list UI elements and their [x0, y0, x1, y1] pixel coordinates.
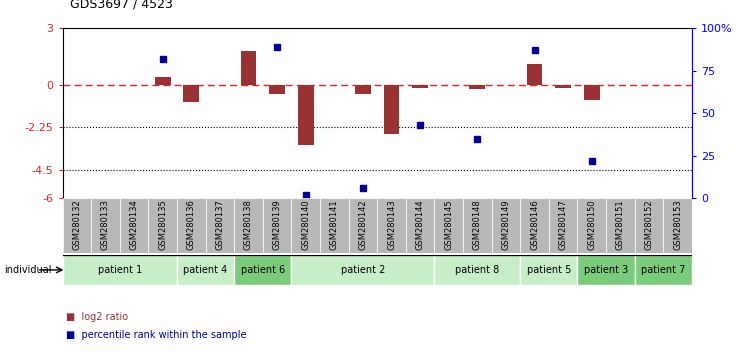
Text: patient 4: patient 4: [183, 265, 227, 275]
Bar: [578, 198, 606, 253]
Bar: [406, 198, 434, 253]
Bar: [263, 198, 291, 253]
Text: GSM280134: GSM280134: [130, 199, 138, 250]
Bar: [269, 85, 285, 95]
Text: GSM280151: GSM280151: [616, 199, 625, 250]
Bar: [149, 198, 177, 253]
Bar: [183, 85, 199, 102]
Bar: [634, 255, 692, 285]
Bar: [584, 85, 600, 100]
Text: GSM280144: GSM280144: [416, 199, 425, 250]
Bar: [578, 255, 634, 285]
Text: patient 8: patient 8: [455, 265, 500, 275]
Bar: [463, 198, 492, 253]
Text: ■  log2 ratio: ■ log2 ratio: [66, 312, 128, 322]
Bar: [663, 198, 692, 253]
Text: GSM280150: GSM280150: [587, 199, 596, 250]
Bar: [549, 198, 578, 253]
Bar: [634, 198, 663, 253]
Bar: [234, 198, 263, 253]
Text: GSM280145: GSM280145: [445, 199, 453, 250]
Text: GSM280143: GSM280143: [387, 199, 396, 250]
Bar: [527, 64, 542, 85]
Bar: [177, 198, 205, 253]
Bar: [320, 198, 349, 253]
Bar: [434, 198, 463, 253]
Text: GSM280149: GSM280149: [501, 199, 511, 250]
Bar: [383, 85, 400, 134]
Bar: [234, 255, 291, 285]
Text: GSM280136: GSM280136: [187, 199, 196, 250]
Text: individual: individual: [4, 265, 52, 275]
Bar: [492, 198, 520, 253]
Bar: [205, 198, 234, 253]
Text: patient 7: patient 7: [641, 265, 685, 275]
Text: GSM280142: GSM280142: [358, 199, 367, 250]
Bar: [434, 255, 520, 285]
Text: GSM280153: GSM280153: [673, 199, 682, 250]
Text: GSM280135: GSM280135: [158, 199, 167, 250]
Bar: [520, 198, 549, 253]
Text: GSM280137: GSM280137: [216, 199, 224, 250]
Text: ■  percentile rank within the sample: ■ percentile rank within the sample: [66, 330, 247, 340]
Bar: [291, 255, 434, 285]
Bar: [241, 51, 256, 85]
Bar: [63, 198, 91, 253]
Bar: [291, 198, 320, 253]
Bar: [349, 198, 377, 253]
Bar: [520, 255, 578, 285]
Text: GSM280147: GSM280147: [559, 199, 567, 250]
Text: GSM280140: GSM280140: [301, 199, 310, 250]
Bar: [298, 85, 314, 145]
Text: patient 6: patient 6: [241, 265, 285, 275]
Bar: [412, 85, 428, 88]
Bar: [606, 198, 634, 253]
Text: GDS3697 / 4523: GDS3697 / 4523: [70, 0, 173, 11]
Text: patient 3: patient 3: [584, 265, 628, 275]
Text: GSM280138: GSM280138: [244, 199, 253, 250]
Text: GSM280141: GSM280141: [330, 199, 339, 250]
Bar: [355, 85, 371, 95]
Bar: [91, 198, 120, 253]
Bar: [155, 78, 171, 85]
Text: GSM280148: GSM280148: [473, 199, 482, 250]
Bar: [555, 85, 571, 88]
Bar: [120, 198, 149, 253]
Text: GSM280146: GSM280146: [530, 199, 539, 250]
Text: GSM280132: GSM280132: [72, 199, 82, 250]
Bar: [377, 198, 406, 253]
Bar: [63, 255, 177, 285]
Text: GSM280139: GSM280139: [272, 199, 282, 250]
Text: GSM280152: GSM280152: [645, 199, 654, 250]
Text: GSM280133: GSM280133: [101, 199, 110, 250]
Bar: [177, 255, 234, 285]
Text: patient 1: patient 1: [98, 265, 142, 275]
Bar: [470, 85, 485, 89]
Text: patient 2: patient 2: [341, 265, 385, 275]
Text: patient 5: patient 5: [527, 265, 571, 275]
